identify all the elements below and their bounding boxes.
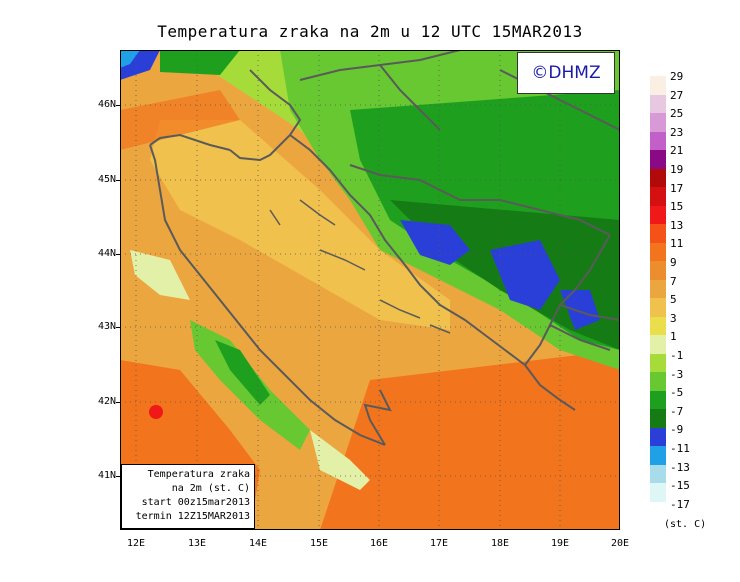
colorbar-label: 9: [670, 256, 677, 269]
lon-label: 15E: [309, 538, 329, 549]
colorbar-label: -3: [670, 367, 684, 381]
colorbar-swatch: [650, 446, 666, 465]
info-line-4: termin 12Z15MAR2013: [135, 511, 250, 522]
lat-label: 41N: [97, 470, 116, 481]
colorbar-swatch: [650, 501, 666, 520]
colorbar-swatch: [650, 353, 666, 372]
lat-label: 44N: [97, 248, 116, 259]
lon-label: 13E: [187, 538, 207, 549]
colorbar-label: -9: [670, 423, 684, 437]
map-title: Temperatura zraka na 2m u 12 UTC 15MAR20…: [157, 22, 583, 41]
colorbar-label: 7: [670, 274, 677, 288]
colorbar-swatch: [650, 279, 666, 298]
colorbar-label: -1: [670, 349, 684, 362]
colorbar-label: 17: [670, 181, 684, 195]
lat-tick: [116, 254, 120, 255]
lat-label: 45N: [97, 174, 116, 185]
lon-label: 14E: [248, 538, 268, 549]
colorbar-swatch: [650, 131, 666, 150]
lat-tick: [116, 180, 120, 181]
colorbar-unit: (st. C): [664, 519, 707, 530]
colorbar-label: -7: [670, 404, 684, 418]
lat-tick: [116, 327, 120, 328]
info-line-2: na 2m (st. C): [171, 483, 250, 494]
colorbar-label: 1: [670, 330, 677, 344]
colorbar-swatch: [650, 187, 666, 206]
colorbar-label: 11: [670, 237, 684, 251]
lat-tick: [116, 476, 120, 477]
lat-tick: [116, 402, 120, 403]
lat-label: 42N: [97, 396, 116, 407]
colorbar-label: -15: [670, 479, 690, 493]
temperature-map: [120, 50, 620, 530]
colorbar-label: 21: [670, 144, 684, 158]
lat-label: 46N: [97, 99, 116, 110]
lon-label: 18E: [490, 538, 510, 549]
colorbar-swatch: [650, 390, 666, 409]
colorbar-swatch: [650, 372, 666, 391]
colorbar: [650, 76, 666, 520]
colorbar-swatch: [650, 483, 666, 502]
colorbar-label: 15: [670, 200, 684, 214]
colorbar-swatch: [650, 316, 666, 335]
colorbar-swatch: [650, 76, 666, 95]
dhmz-logo: ©DHMZ: [517, 52, 615, 94]
colorbar-swatch: [650, 113, 666, 132]
colorbar-swatch: [650, 261, 666, 280]
colorbar-label: 23: [670, 125, 684, 139]
lon-label: 19E: [550, 538, 570, 549]
colorbar-swatch: [650, 464, 666, 483]
info-line-3: start 00z15mar2013: [141, 497, 250, 508]
colorbar-label: 3: [670, 311, 677, 325]
lon-label: 20E: [610, 538, 630, 549]
colorbar-swatch: [650, 224, 666, 243]
colorbar-label: -17: [670, 497, 690, 511]
colorbar-label: 5: [670, 293, 677, 307]
lat-tick: [116, 105, 120, 106]
lon-label: 17E: [429, 538, 449, 549]
colorbar-label: 25: [670, 107, 684, 121]
colorbar-label: 19: [670, 163, 684, 176]
colorbar-label: 13: [670, 218, 684, 232]
colorbar-swatch: [650, 427, 666, 446]
info-line-1: Temperatura zraka: [147, 469, 250, 480]
colorbar-label: 29: [670, 70, 684, 83]
colorbar-swatch: [650, 242, 666, 261]
colorbar-swatch: [650, 409, 666, 428]
colorbar-swatch: [650, 205, 666, 224]
colorbar-swatch: [650, 298, 666, 317]
colorbar-swatch: [650, 150, 666, 169]
info-box: Temperatura zraka na 2m (st. C) start 00…: [121, 464, 255, 529]
colorbar-label: -11: [670, 442, 690, 455]
lon-label: 12E: [126, 538, 146, 549]
colorbar-swatch: [650, 168, 666, 187]
colorbar-swatch: [650, 335, 666, 354]
colorbar-label: -5: [670, 386, 684, 400]
lon-label: 16E: [369, 538, 389, 549]
lat-label: 43N: [97, 321, 116, 332]
colorbar-label: 27: [670, 88, 684, 102]
colorbar-swatch: [650, 94, 666, 113]
colorbar-label: -13: [670, 460, 690, 474]
